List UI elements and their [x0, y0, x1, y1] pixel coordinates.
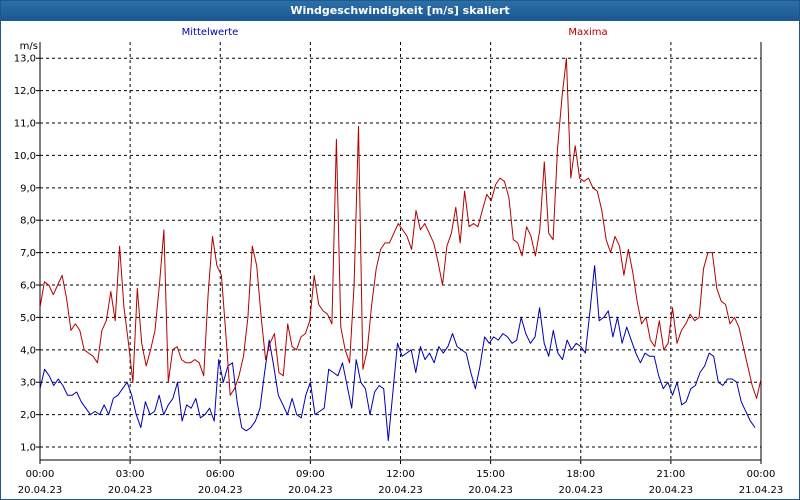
x-tick-time-label: 03:00: [116, 469, 145, 480]
y-tick-label: 7,0: [20, 248, 36, 259]
x-tick-time-label: 15:00: [476, 469, 505, 480]
series-line-maxima: [39, 57, 762, 399]
y-tick-label: 8,0: [20, 216, 36, 227]
x-tick-date-label: 20.04.23: [378, 485, 423, 496]
y-tick-label: 13,0: [14, 54, 36, 65]
x-tick-time-label: 06:00: [206, 469, 235, 480]
y-tick-label: 4,0: [20, 345, 36, 356]
y-tick-label: 10,0: [14, 151, 36, 162]
y-tick-label: 1,0: [20, 443, 36, 454]
x-tick-date-label: 20.04.23: [468, 485, 513, 496]
y-axis-unit-label: m/s: [20, 41, 38, 52]
legend-mittelwerte: Mittelwerte: [182, 27, 239, 38]
y-tick-label: 11,0: [14, 119, 36, 130]
legend-maxima: Maxima: [568, 27, 607, 38]
y-tick-label: 6,0: [20, 281, 36, 292]
x-tick-date-label: 20.04.23: [649, 485, 694, 496]
x-tick-time-label: 00:00: [747, 469, 776, 480]
x-tick-date-label: 20.04.23: [288, 485, 333, 496]
data-series: [39, 57, 762, 442]
x-tick-date-label: 20.04.23: [558, 485, 603, 496]
series-line-mittelwerte: [39, 265, 756, 442]
x-tick-time-label: 18:00: [566, 469, 595, 480]
x-tick-time-label: 21:00: [656, 469, 685, 480]
x-axis-ticks: 00:00 20.04.23 03:00 20.04.23 06:00 20.04.23 0…: [18, 460, 784, 496]
y-axis-ticks: 1,0 2,0 3,0 4,0 5,0 6,0 7,0 8,0 9,0 10,0 11,0 12,0 1…: [14, 54, 40, 454]
x-tick-date-label: 20.04.23: [108, 485, 153, 496]
y-tick-label: 12,0: [14, 86, 36, 97]
x-tick-time-label: 00:00: [26, 469, 55, 480]
y-tick-label: 3,0: [20, 378, 36, 389]
x-tick-date-label: 20.04.23: [18, 485, 63, 496]
x-tick-date-label: 20.04.23: [198, 485, 243, 496]
y-tick-label: 9,0: [20, 183, 36, 194]
y-tick-label: 5,0: [20, 313, 36, 324]
x-tick-date-label: 21.04.23: [739, 485, 784, 496]
x-tick-time-label: 12:00: [386, 469, 415, 480]
grid-lines: [40, 42, 761, 460]
y-tick-label: 2,0: [20, 410, 36, 421]
x-tick-time-label: 09:00: [296, 469, 325, 480]
window-title: Windgeschwindigkeit [m/s] skaliert: [1, 1, 799, 21]
